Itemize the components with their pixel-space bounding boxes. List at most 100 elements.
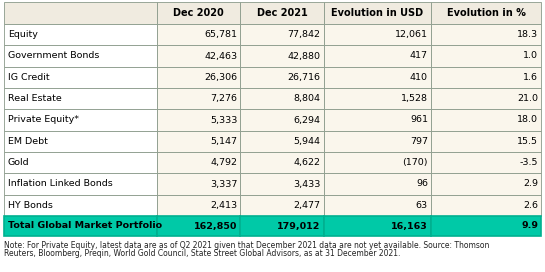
Bar: [431, 67, 541, 88]
Bar: [240, 173, 324, 195]
Text: Private Equity*: Private Equity*: [8, 116, 79, 125]
Text: Real Estate: Real Estate: [8, 94, 62, 103]
Text: 42,880: 42,880: [288, 51, 320, 60]
Text: Gold: Gold: [8, 158, 29, 167]
Bar: [431, 195, 541, 216]
Text: (170): (170): [402, 158, 428, 167]
Bar: [431, 24, 541, 45]
Bar: [240, 67, 324, 88]
Bar: [431, 45, 541, 67]
Bar: [431, 216, 541, 236]
Bar: [240, 24, 324, 45]
Bar: [431, 2, 541, 24]
Bar: [324, 24, 431, 45]
Text: Equity: Equity: [8, 30, 38, 39]
Bar: [157, 195, 240, 216]
Text: IG Credit: IG Credit: [8, 73, 50, 82]
Text: 26,716: 26,716: [288, 73, 320, 82]
Text: 5,333: 5,333: [210, 116, 237, 125]
Bar: [157, 216, 240, 236]
Bar: [157, 131, 240, 152]
Text: Total Global Market Portfolio: Total Global Market Portfolio: [8, 221, 162, 230]
Text: Evolution in %: Evolution in %: [446, 8, 525, 18]
Bar: [157, 24, 240, 45]
Bar: [324, 195, 431, 216]
Bar: [4, 152, 157, 173]
Text: 6,294: 6,294: [294, 116, 320, 125]
Text: 5,147: 5,147: [210, 137, 237, 146]
Text: 162,850: 162,850: [194, 221, 237, 230]
Text: 2.6: 2.6: [523, 201, 538, 210]
Text: EM Debt: EM Debt: [8, 137, 48, 146]
Text: 1,528: 1,528: [401, 94, 428, 103]
Bar: [240, 88, 324, 109]
Bar: [4, 131, 157, 152]
Bar: [157, 88, 240, 109]
Bar: [324, 2, 431, 24]
Text: Inflation Linked Bonds: Inflation Linked Bonds: [8, 180, 113, 188]
Bar: [4, 2, 157, 24]
Text: 2,477: 2,477: [294, 201, 320, 210]
Text: 961: 961: [410, 116, 428, 125]
Text: 2.9: 2.9: [523, 180, 538, 188]
Text: Government Bonds: Government Bonds: [8, 51, 99, 60]
Text: 2,413: 2,413: [210, 201, 237, 210]
Text: 179,012: 179,012: [277, 221, 320, 230]
Text: 1.6: 1.6: [523, 73, 538, 82]
Bar: [324, 88, 431, 109]
Bar: [240, 109, 324, 131]
Text: 96: 96: [416, 180, 428, 188]
Bar: [157, 2, 240, 24]
Text: Reuters, Bloomberg, Preqin, World Gold Council, State Street Global Advisors, as: Reuters, Bloomberg, Preqin, World Gold C…: [4, 249, 401, 258]
Text: 4,792: 4,792: [210, 158, 237, 167]
Text: 16,163: 16,163: [391, 221, 428, 230]
Bar: [240, 195, 324, 216]
Bar: [157, 67, 240, 88]
Bar: [4, 173, 157, 195]
Bar: [4, 88, 157, 109]
Text: 26,306: 26,306: [204, 73, 237, 82]
Text: 21.0: 21.0: [517, 94, 538, 103]
Bar: [240, 131, 324, 152]
Bar: [324, 173, 431, 195]
Bar: [240, 2, 324, 24]
Text: 9.9: 9.9: [521, 221, 538, 230]
Bar: [4, 24, 157, 45]
Text: 417: 417: [410, 51, 428, 60]
Text: 7,276: 7,276: [210, 94, 237, 103]
Bar: [157, 173, 240, 195]
Text: 410: 410: [410, 73, 428, 82]
Bar: [240, 45, 324, 67]
Text: 77,842: 77,842: [288, 30, 320, 39]
Text: 3,337: 3,337: [210, 180, 237, 188]
Bar: [324, 131, 431, 152]
Text: 3,433: 3,433: [293, 180, 320, 188]
Text: Note: For Private Equity, latest data are as of Q2 2021 given that December 2021: Note: For Private Equity, latest data ar…: [4, 240, 489, 249]
Text: 1.0: 1.0: [523, 51, 538, 60]
Bar: [4, 216, 157, 236]
Bar: [157, 109, 240, 131]
Bar: [157, 152, 240, 173]
Text: 63: 63: [416, 201, 428, 210]
Text: 5,944: 5,944: [294, 137, 320, 146]
Text: Dec 2021: Dec 2021: [257, 8, 307, 18]
Text: 4,622: 4,622: [294, 158, 320, 167]
Bar: [240, 152, 324, 173]
Text: Dec 2020: Dec 2020: [173, 8, 224, 18]
Text: HY Bonds: HY Bonds: [8, 201, 53, 210]
Bar: [4, 195, 157, 216]
Bar: [431, 88, 541, 109]
Bar: [157, 45, 240, 67]
Bar: [431, 109, 541, 131]
Text: 18.0: 18.0: [517, 116, 538, 125]
Text: -3.5: -3.5: [519, 158, 538, 167]
Text: 65,781: 65,781: [204, 30, 237, 39]
Text: 18.3: 18.3: [517, 30, 538, 39]
Text: 797: 797: [410, 137, 428, 146]
Text: 42,463: 42,463: [204, 51, 237, 60]
Bar: [431, 152, 541, 173]
Bar: [324, 152, 431, 173]
Bar: [431, 173, 541, 195]
Text: 12,061: 12,061: [395, 30, 428, 39]
Bar: [4, 67, 157, 88]
